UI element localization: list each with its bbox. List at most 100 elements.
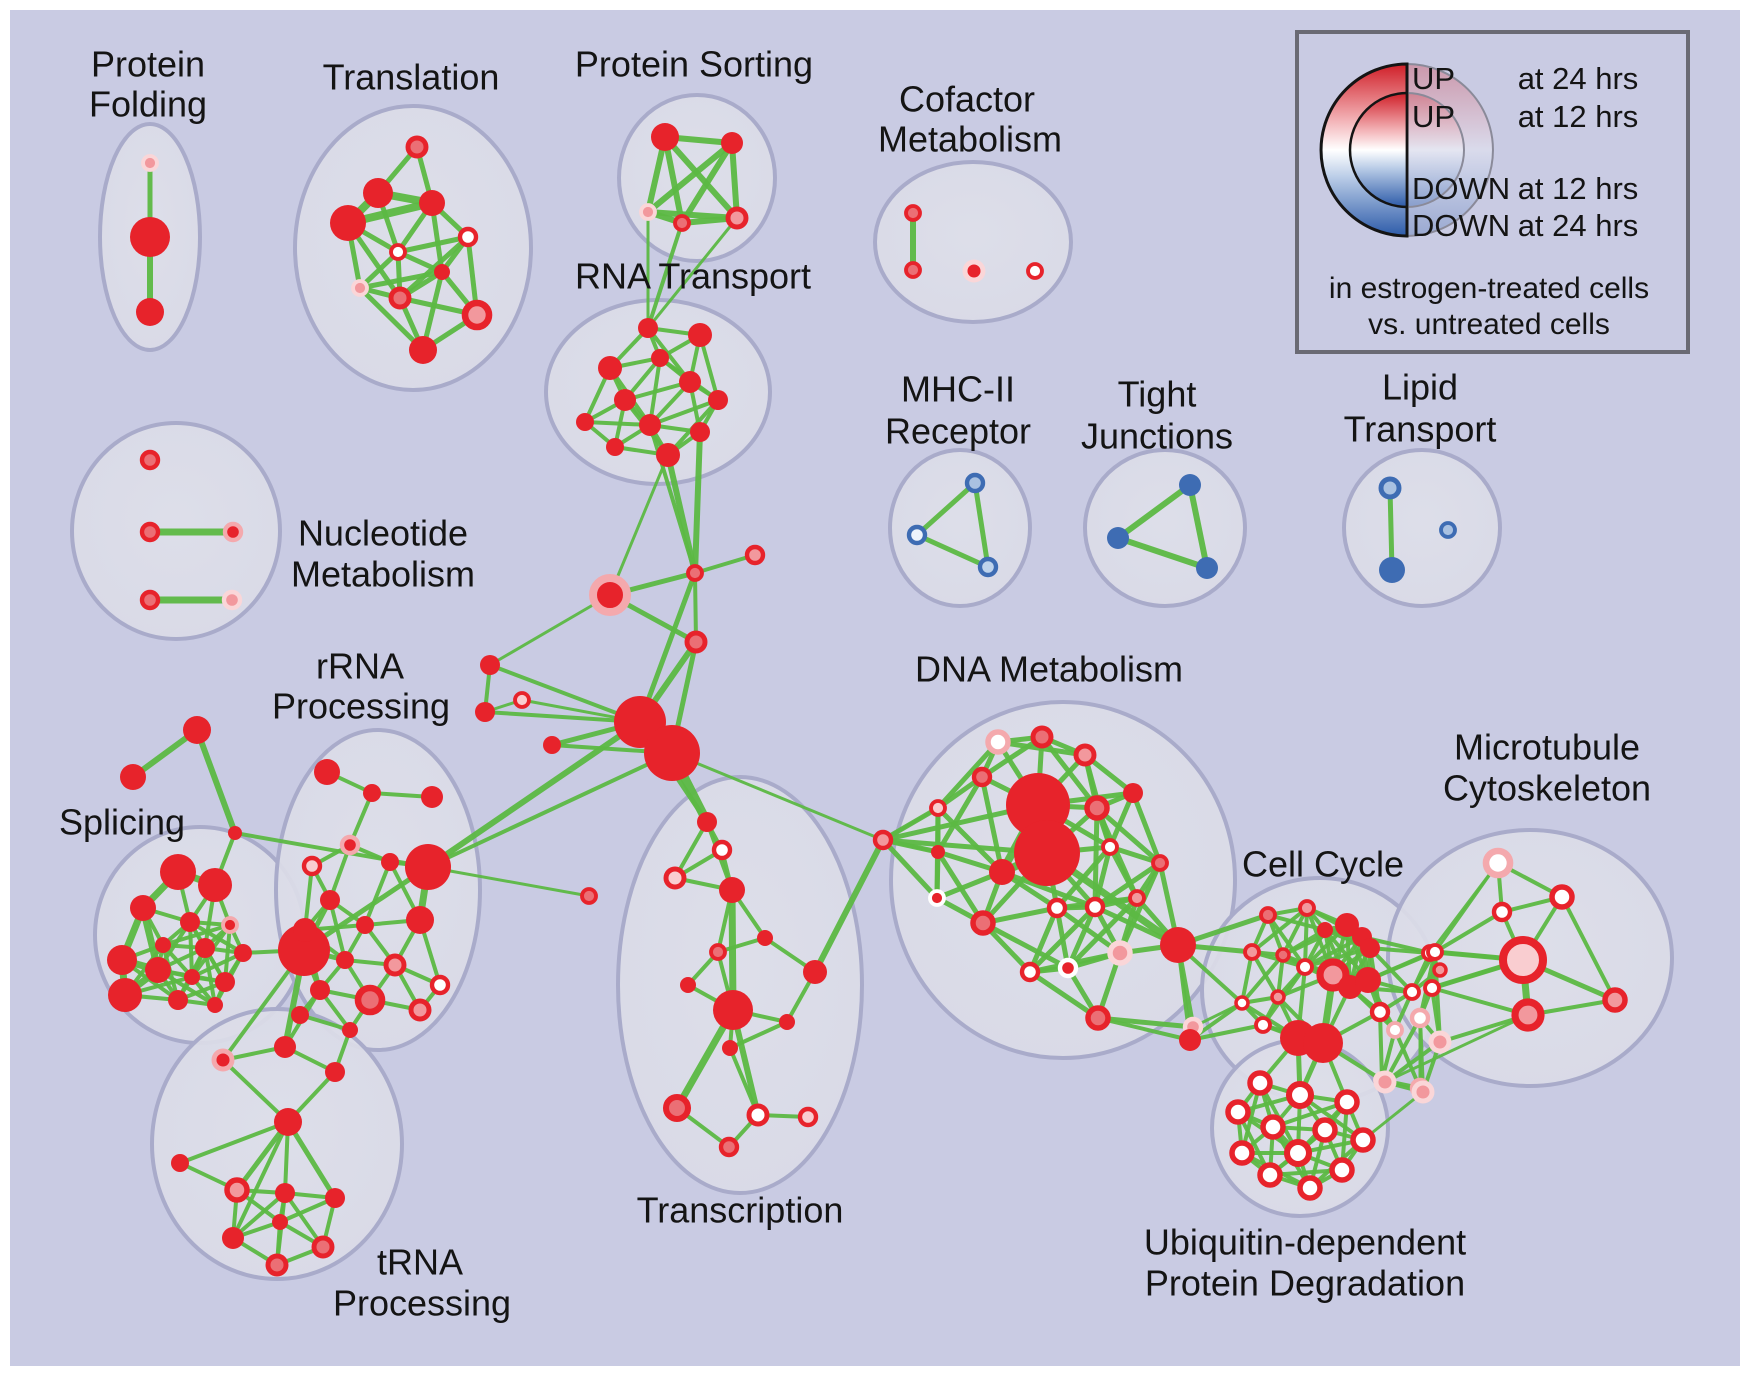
node [656,443,680,467]
edge [231,1191,287,1240]
node [1283,1138,1313,1168]
node [797,1106,819,1128]
node [718,1136,740,1158]
edge [692,429,703,576]
node [139,589,161,611]
edge [190,951,245,979]
edge [1065,904,1098,971]
node [1275,947,1291,963]
node [543,736,561,754]
node [171,1154,189,1172]
node [310,980,330,1000]
node [1403,983,1421,1001]
edge [426,865,591,898]
edge [1027,905,1060,975]
edge [662,134,740,221]
node [679,371,701,393]
edge [880,837,940,901]
edge [1383,1013,1530,1084]
node [1439,521,1457,539]
edge [1054,905,1123,956]
cluster-label-tight-junctions: Junctions [1081,416,1233,457]
node [638,318,658,338]
node [274,1036,296,1058]
node [639,414,661,436]
edge [363,860,392,927]
legend-time-label: at 12 hrs [1518,99,1639,134]
node [1196,557,1218,579]
node [1101,838,1119,856]
edge [980,920,1071,971]
node [1270,989,1286,1005]
edge [881,806,940,842]
node [1350,1127,1376,1153]
edge [1303,946,1372,969]
node [673,214,691,232]
cluster-label-mhc-ii-receptor: Receptor [885,411,1031,452]
node [1409,1007,1431,1029]
edge [1266,913,1307,969]
node [198,868,232,902]
node [688,323,712,347]
edge [1096,1016,1192,1042]
cluster-label-splicing: Splicing [59,802,185,843]
edge [812,837,886,975]
node [1026,262,1044,280]
node [408,998,432,1022]
node [141,154,159,172]
edge [1095,1015,1196,1030]
node [336,951,354,969]
node [1084,896,1106,918]
edge [693,553,757,575]
cluster-ellipse-transcription [616,775,864,1195]
edge [488,593,612,667]
node [356,916,374,934]
cluster-label-cofactor-metabolism: Cofactor [899,79,1035,120]
node [221,589,243,611]
node [120,764,146,790]
node [719,877,745,903]
node [381,853,399,871]
node [222,521,244,543]
node [1084,795,1110,821]
node [301,855,323,877]
node [1123,783,1143,803]
node [145,957,171,983]
node [1260,1114,1286,1140]
edge [1560,895,1617,1002]
node [1549,884,1575,910]
node [108,978,142,1012]
node [1491,901,1513,923]
node [1057,957,1079,979]
node [928,889,946,907]
node [215,972,235,992]
node [662,1093,692,1123]
edge [935,774,985,855]
legend-state-label: DOWN [1412,171,1510,206]
edge [646,216,739,330]
node [1511,998,1545,1032]
node [1369,1001,1391,1023]
node [1179,1029,1201,1051]
node [1312,1117,1338,1143]
node [405,844,451,890]
node [234,944,252,962]
node [363,784,381,802]
node [1602,987,1628,1013]
cluster-label-microtubule-cytoskeleton: Microtubule [1454,727,1640,768]
edge [178,1120,290,1165]
node [1019,961,1041,983]
legend-footnote: vs. untreated cells [1368,308,1610,341]
node [207,997,223,1013]
edge [693,571,698,644]
node [265,1253,289,1277]
node [434,264,450,280]
node [1285,1080,1315,1110]
cluster-label-ubiquitin-degradation: Protein Degradation [1145,1263,1465,1304]
node [139,449,161,471]
node [1225,1099,1251,1125]
legend-state-label: UP [1412,99,1455,134]
node [1303,1023,1343,1063]
node [293,918,317,942]
